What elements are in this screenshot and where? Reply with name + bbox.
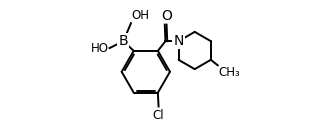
- Text: OH: OH: [132, 9, 150, 22]
- Text: Cl: Cl: [153, 109, 165, 122]
- Text: HO: HO: [91, 42, 109, 55]
- Text: O: O: [161, 9, 172, 22]
- Text: N: N: [173, 34, 184, 48]
- Text: CH₃: CH₃: [218, 66, 240, 79]
- Text: N: N: [173, 34, 184, 48]
- Text: B: B: [119, 34, 128, 48]
